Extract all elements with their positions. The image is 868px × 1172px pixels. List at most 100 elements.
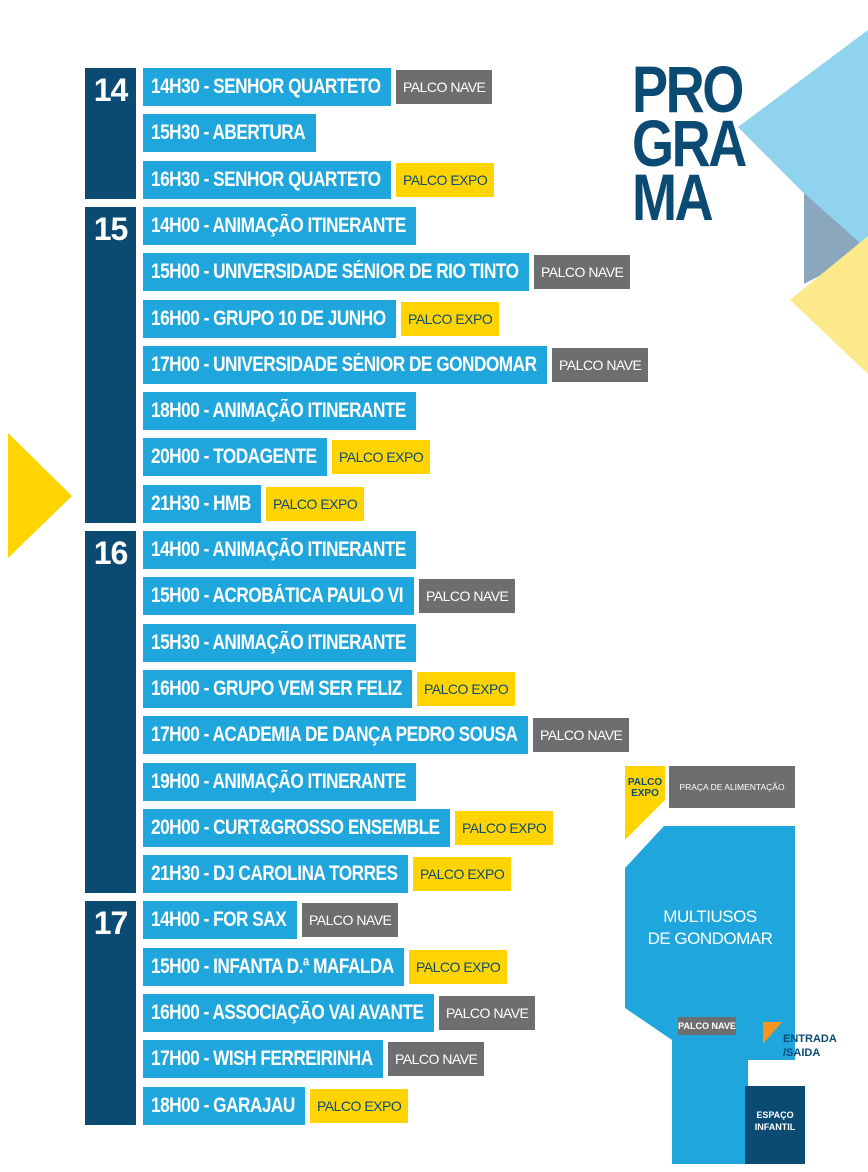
stage-badge-nave: PALCO NAVE <box>419 579 516 614</box>
event-text: 14H00 - ANIMAÇÃO ITINERANTE <box>151 213 406 237</box>
stage-badge-expo: PALCO EXPO <box>401 301 500 336</box>
stage-badge-expo: PALCO EXPO <box>413 857 512 892</box>
map-venue-label: MULTIUSOS DE GONDOMAR <box>647 907 773 948</box>
day-block-17: 17 <box>85 901 136 1125</box>
cyan-triangle <box>738 30 868 258</box>
event-row: 15H00 - UNIVERSIDADE SÉNIOR DE RIO TINTO… <box>143 253 631 292</box>
map-venue-shape <box>625 826 795 1164</box>
event-row: 17H00 - ACADEMIA DE DANÇA PEDRO SOUSA PAL… <box>143 716 630 755</box>
event-text: 15H00 - INFANTA D.ª MAFALDA <box>151 954 394 978</box>
stage-badge-expo: PALCO EXPO <box>396 162 495 197</box>
event-title: 21H30 - DJ CAROLINA TORRES <box>143 855 408 894</box>
day-block-16: 16 <box>85 531 136 894</box>
event-row: 14H00 - FOR SAX PALCO NAVE <box>143 901 399 940</box>
map-palco-expo-shape <box>625 766 665 840</box>
event-title: 18H00 - ANIMAÇÃO ITINERANTE <box>143 392 416 431</box>
event-row: 21H30 - HMB PALCO EXPO <box>143 484 365 523</box>
event-row: 15H00 - INFANTA D.ª MAFALDA PALCO EXPO <box>143 947 508 986</box>
stage-badge-nave: PALCO NAVE <box>533 718 630 753</box>
event-text: 14H00 - FOR SAX <box>151 908 287 932</box>
event-row: 17H00 - UNIVERSIDADE SÉNIOR DE GONDOMAR P… <box>143 345 649 384</box>
event-title: 17H00 - ACADEMIA DE DANÇA PEDRO SOUSA <box>143 716 528 755</box>
event-row: 15H30 - ABERTURA <box>143 114 316 153</box>
stage-badge-expo: PALCO EXPO <box>409 949 508 984</box>
event-row: 21H30 - DJ CAROLINA TORRES PALCO EXPO <box>143 855 512 894</box>
map-praca-shape <box>669 766 795 808</box>
yellow-left-triangle <box>8 433 72 558</box>
event-title: 14H30 - SENHOR QUARTETO <box>143 68 391 106</box>
event-text: 14H30 - SENHOR QUARTETO <box>151 75 381 98</box>
event-title: 16H00 - GRUPO 10 DE JUNHO <box>143 299 396 338</box>
stage-badge-expo: PALCO EXPO <box>455 810 554 845</box>
map-palco-expo-label: PALCO EXPO <box>627 777 663 799</box>
event-row: 16H00 - GRUPO 10 DE JUNHO PALCO EXPO <box>143 299 500 338</box>
event-row: 18H00 - ANIMAÇÃO ITINERANTE <box>143 392 416 431</box>
event-text: 15H00 - ACROBÁTICA PAULO VI <box>151 584 404 608</box>
event-text: 16H30 - SENHOR QUARTETO <box>151 167 381 191</box>
day-number: 17 <box>93 905 129 942</box>
day-block-14: 14 <box>85 68 136 199</box>
event-title: 19H00 - ANIMAÇÃO ITINERANTE <box>143 762 416 801</box>
event-text: 17H00 - WISH FERREIRINHA <box>151 1047 373 1071</box>
event-text: 17H00 - ACADEMIA DE DANÇA PEDRO SOUSA <box>151 723 518 747</box>
pale-yellow-diamond <box>790 236 868 374</box>
map-palco-nave-shape <box>678 1017 736 1035</box>
map-entrada-label: ENTRADA/SAIDA <box>783 1033 837 1059</box>
event-title: 15H00 - UNIVERSIDADE SÉNIOR DE RIO TINTO <box>143 253 529 292</box>
event-row: 14H00 - ANIMAÇÃO ITINERANTE <box>143 531 416 569</box>
event-text: 16H00 - GRUPO 10 DE JUNHO <box>151 306 386 330</box>
event-text: 15H30 - ABERTURA <box>151 121 306 145</box>
event-row: 17H00 - WISH FERREIRINHA PALCO NAVE <box>143 1040 485 1079</box>
event-text: 18H00 - GARAJAU <box>151 1093 295 1117</box>
event-row: 15H30 - ANIMAÇÃO ITINERANTE <box>143 623 416 662</box>
event-text: 20H00 - TODAGENTE <box>151 445 317 469</box>
stage-badge-expo: PALCO EXPO <box>266 486 365 521</box>
map-praca-label: PRAÇA DE ALIMENTAÇÃO <box>679 782 785 792</box>
event-text: 18H00 - ANIMAÇÃO ITINERANTE <box>151 399 406 423</box>
stage-badge-nave: PALCO NAVE <box>302 903 399 938</box>
event-text: 16H00 - GRUPO VEM SER FELIZ <box>151 676 402 700</box>
event-title: 17H00 - UNIVERSIDADE SÉNIOR DE GONDOMAR <box>143 345 547 384</box>
event-row: 14H00 - ANIMAÇÃO ITINERANTE <box>143 206 416 245</box>
slate-triangle <box>804 193 868 284</box>
event-row: 16H00 - GRUPO VEM SER FELIZ PALCO EXPO <box>143 669 516 708</box>
stage-badge-expo: PALCO EXPO <box>417 671 516 706</box>
event-text: 21H30 - HMB <box>151 491 251 515</box>
event-title: 16H00 - ASSOCIAÇÃO VAI AVANTE <box>143 994 434 1032</box>
event-text: 16H00 - ASSOCIAÇÃO VAI AVANTE <box>151 1001 424 1024</box>
event-title: 17H00 - WISH FERREIRINHA <box>143 1040 383 1079</box>
stage-badge-nave: PALCO NAVE <box>439 996 536 1030</box>
day-block-15: 15 <box>85 206 136 523</box>
event-text: 15H30 - ANIMAÇÃO ITINERANTE <box>151 630 406 654</box>
event-row: 14H30 - SENHOR QUARTETO PALCO NAVE <box>143 68 493 106</box>
event-text: 17H00 - UNIVERSIDADE SÉNIOR DE GONDOMAR <box>151 352 537 376</box>
map-espaco-shape <box>745 1086 805 1164</box>
day-number: 15 <box>93 210 129 247</box>
day-number: 14 <box>93 72 129 108</box>
stage-badge-nave: PALCO NAVE <box>388 1042 485 1077</box>
event-title: 20H00 - TODAGENTE <box>143 438 327 477</box>
event-text: 14H00 - ANIMAÇÃO ITINERANTE <box>151 538 406 561</box>
stage-badge-expo: PALCO EXPO <box>332 440 431 475</box>
stage-badge-nave: PALCO NAVE <box>396 70 493 104</box>
event-row: 15H00 - ACROBÁTICA PAULO VI PALCO NAVE <box>143 577 516 616</box>
event-title: 14H00 - ANIMAÇÃO ITINERANTE <box>143 531 416 569</box>
event-title: 14H00 - FOR SAX <box>143 901 297 940</box>
event-title: 16H30 - SENHOR QUARTETO <box>143 160 391 199</box>
event-title: 21H30 - HMB <box>143 484 261 523</box>
event-title: 20H00 - CURT&GROSSO ENSEMBLE <box>143 808 450 847</box>
event-title: 15H30 - ABERTURA <box>143 114 316 153</box>
event-text: 15H00 - UNIVERSIDADE SÉNIOR DE RIO TINTO <box>151 260 519 284</box>
stage-badge-expo: PALCO EXPO <box>310 1088 409 1123</box>
map-palco-nave-label: PALCO NAVE <box>678 1021 736 1031</box>
event-row: 16H00 - ASSOCIAÇÃO VAI AVANTE PALCO NAVE <box>143 994 536 1032</box>
event-text: 19H00 - ANIMAÇÃO ITINERANTE <box>151 769 406 793</box>
entrada-arrow-icon <box>763 1022 782 1044</box>
event-title: 15H00 - INFANTA D.ª MAFALDA <box>143 947 404 986</box>
page-title: PRO GRA MA <box>632 52 747 234</box>
event-title: 16H00 - GRUPO VEM SER FELIZ <box>143 669 412 708</box>
event-title: 14H00 - ANIMAÇÃO ITINERANTE <box>143 206 416 245</box>
stage-badge-nave: PALCO NAVE <box>534 255 631 290</box>
event-title: 18H00 - GARAJAU <box>143 1086 305 1125</box>
